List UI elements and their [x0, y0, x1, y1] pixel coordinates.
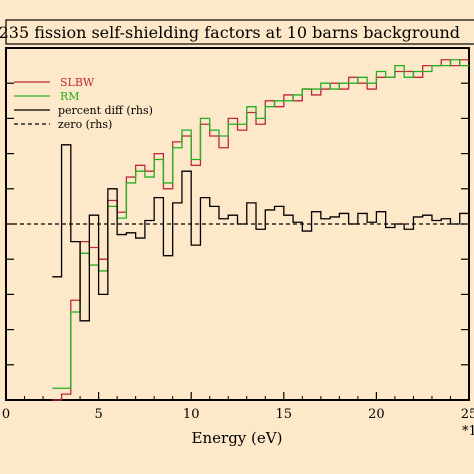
chart-title: U-235 fission self-shielding factors at … [0, 23, 460, 42]
x-tick-label-0: 0 [2, 407, 10, 422]
x-multiplier-label: *10 [462, 424, 474, 439]
x-tick-label-4: 20 [368, 407, 385, 422]
x-axis-label: Energy (eV) [192, 429, 283, 447]
legend-label-2: percent diff (rhs) [58, 104, 153, 117]
right-axis-ticks [461, 82, 469, 366]
legend-label-3: zero (rhs) [58, 118, 112, 131]
x-tick-label-3: 15 [276, 407, 293, 422]
x-tick-label-1: 5 [94, 407, 102, 422]
x-tick-labels: 0 5 10 15 20 25 [2, 407, 474, 422]
x-tick-label-5: 25 [461, 407, 474, 422]
legend-label-0: SLBW [60, 76, 95, 89]
title-box [5, 19, 474, 45]
legend-label-1: RM [60, 90, 80, 103]
series-layer [6, 59, 469, 401]
series-line-1 [52, 59, 469, 389]
x-tick-label-2: 10 [183, 407, 200, 422]
bottom-axis-ticks [5, 392, 470, 400]
series-line-2 [52, 144, 469, 322]
